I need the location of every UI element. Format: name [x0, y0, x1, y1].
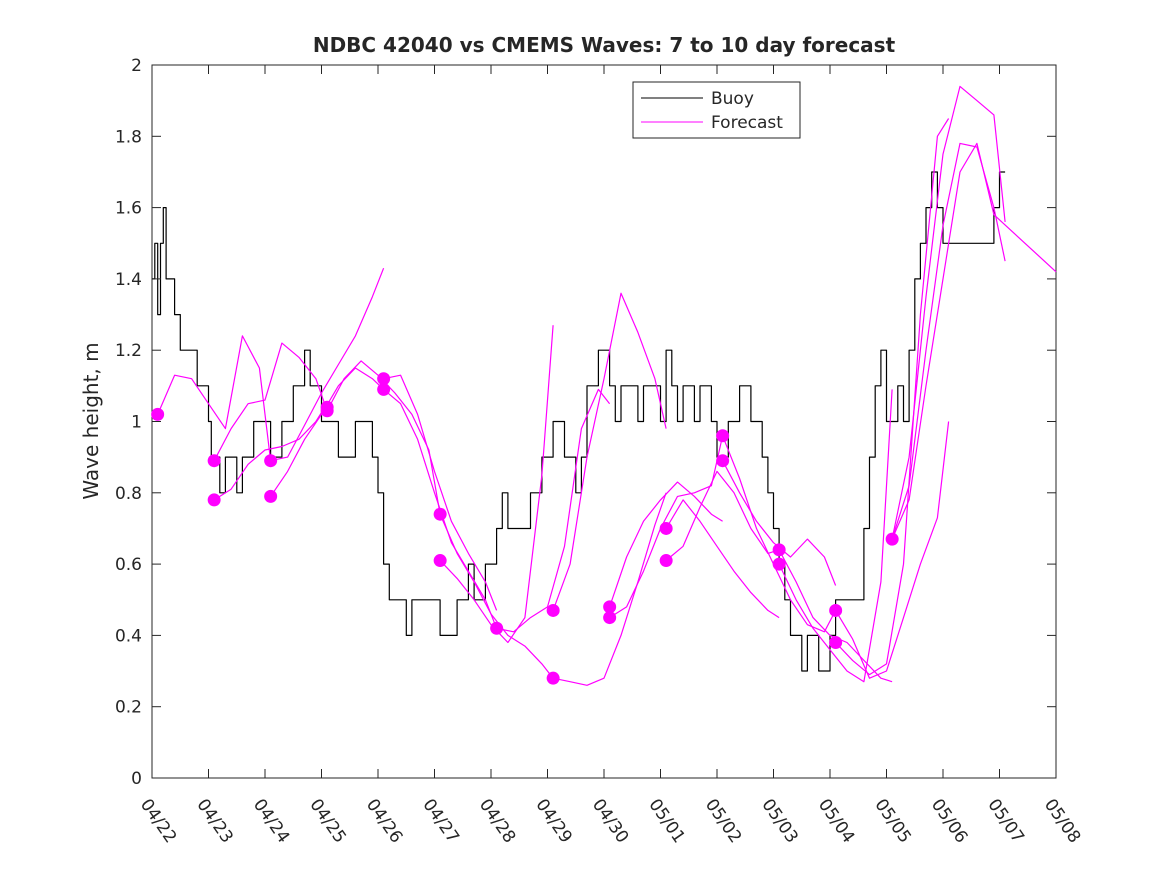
forecast-series-line — [213, 342, 328, 461]
forecast-series-line — [891, 85, 1006, 540]
forecast-start-marker — [377, 372, 391, 386]
forecast-series-line — [778, 389, 893, 683]
forecast-series-line — [891, 142, 1006, 540]
forecast-series-line — [157, 335, 272, 461]
x-tick-label: 05/02 — [701, 795, 745, 847]
x-tick-label: 05/03 — [757, 795, 801, 847]
plot-area — [151, 64, 1057, 779]
forecast-series-line — [835, 421, 950, 679]
forecast-start-marker — [716, 454, 730, 468]
x-tick-label: 04/29 — [531, 795, 575, 847]
x-tick-label: 05/07 — [983, 795, 1027, 847]
forecast-series-line — [270, 267, 385, 462]
forecast-start-marker — [320, 404, 334, 418]
legend: Buoy Forecast — [632, 81, 801, 139]
y-tick-label: 0.8 — [115, 484, 142, 504]
forecast-series-line — [609, 481, 723, 608]
forecast-series-line — [552, 492, 667, 686]
y-tick-label: 0.6 — [115, 555, 142, 575]
forecast-start-marker — [151, 407, 165, 421]
forecast-series-line — [383, 374, 498, 611]
forecast-start-marker — [546, 671, 560, 685]
x-tick-label: 04/23 — [192, 795, 236, 847]
x-tick-label: 04/25 — [305, 795, 349, 847]
forecast-start-marker — [716, 429, 730, 443]
x-tick-label: 05/08 — [1040, 795, 1084, 847]
forecast-series-line — [496, 388, 611, 633]
forecast-series-line — [270, 367, 385, 497]
x-tick-label: 04/30 — [588, 795, 632, 847]
forecast-series-line — [722, 435, 837, 633]
x-tick-label: 04/22 — [136, 795, 180, 847]
x-tick-label: 05/06 — [927, 795, 971, 847]
forecast-series-line — [665, 499, 780, 619]
x-tick-label: 04/28 — [475, 795, 519, 847]
y-axis: 0 0.2 0.4 0.6 0.8 1 1.2 1.4 1.6 1.8 2 — [115, 56, 1056, 789]
forecast-start-marker — [659, 554, 673, 568]
forecast-start-marker — [772, 557, 786, 571]
x-tick-label: 05/04 — [814, 795, 858, 847]
y-tick-label: 1 — [131, 413, 142, 433]
x-tick-label: 04/26 — [362, 795, 406, 847]
forecast-start-marker — [603, 611, 617, 625]
y-tick-label: 2 — [131, 56, 142, 76]
legend-label-forecast: Forecast — [711, 113, 783, 133]
forecast-start-marker — [772, 543, 786, 557]
forecast-start-marker — [377, 382, 391, 396]
forecast-series-line — [891, 142, 1057, 540]
y-tick-label: 1.4 — [115, 270, 142, 290]
forecast-start-marker — [603, 600, 617, 614]
forecast-start-marker — [885, 532, 899, 546]
legend-box — [632, 81, 801, 139]
x-tick-label: 04/24 — [249, 795, 293, 847]
forecast-start-marker — [433, 554, 447, 568]
forecast-start-marker — [829, 603, 843, 617]
forecast-start-marker — [264, 454, 278, 468]
chart-title: NDBC 42040 vs CMEMS Waves: 7 to 10 day f… — [313, 33, 896, 57]
y-tick-label: 1.6 — [115, 199, 142, 219]
forecast-start-marker — [207, 493, 221, 507]
y-tick-label: 1.2 — [115, 341, 142, 361]
forecast-start-marker — [433, 507, 447, 521]
forecast-start-marker — [264, 489, 278, 503]
forecast-series-line — [609, 435, 724, 619]
forecast-start-marker — [829, 636, 843, 650]
marker-layer — [151, 372, 899, 685]
y-tick-label: 0.2 — [115, 698, 142, 718]
forecast-start-marker — [207, 454, 221, 468]
forecast-start-marker — [659, 521, 673, 535]
x-tick-label: 04/27 — [418, 795, 462, 847]
forecast-series-line — [552, 292, 667, 611]
forecast-series-line — [835, 118, 950, 676]
forecast-start-marker — [546, 603, 560, 617]
y-tick-label: 0.4 — [115, 626, 142, 646]
forecast-start-marker — [490, 621, 504, 635]
forecast-series-line — [665, 470, 780, 561]
forecast-series-line — [213, 403, 328, 501]
x-tick-label: 05/05 — [870, 795, 914, 847]
y-tick-label: 1.8 — [115, 127, 142, 147]
legend-label-buoy: Buoy — [711, 89, 754, 109]
x-tick-label: 05/01 — [644, 795, 688, 847]
y-tick-label: 0 — [131, 769, 142, 789]
y-axis-label: Wave height, m — [79, 342, 103, 499]
